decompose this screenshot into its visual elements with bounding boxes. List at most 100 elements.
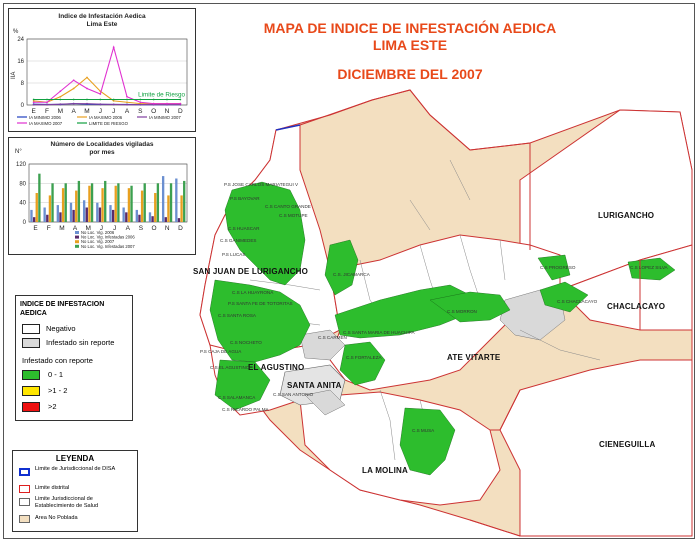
district-label-cieneguilla: CIENEGUILLA [599,440,656,449]
facility-label-lopez-silva: C.S LOPEZ SILVA [630,265,668,270]
bar [156,183,160,222]
line-chart-xtick: J [112,108,115,115]
map-date: DICIEMBRE DEL 2007 [337,66,483,82]
gray-zone-center [299,329,346,361]
bar [125,212,128,222]
green-zone-progreso [537,254,571,281]
facility-label-ricardo-palma: C.S RICARDO PALMA [222,407,269,412]
facility-label-san-antonio: C.S SAN ANTONIO [273,392,314,397]
line-point [46,103,48,106]
bar-legend-swatch [75,244,79,248]
bar [35,193,38,222]
map-subtitle: LIMA ESTE [372,37,448,53]
line-point [126,98,128,101]
bar [161,176,165,222]
green-zone-agustino [214,359,271,411]
line-legend-label: IA MAXIMO 2007 [29,121,63,126]
bar-legend-label: No Loc. Vig. 2006 [81,230,115,235]
bar [101,188,104,222]
bar-chart-title: Número de Localidades vigiladas por mes [50,141,154,156]
bar [61,188,65,222]
line-point [152,102,155,105]
bar [59,212,62,222]
green-zone-musa [399,407,456,476]
line-chart-xtick: F [45,108,49,115]
line-legend-label: IA MINIMO 2007 [149,115,181,120]
bar [104,180,107,222]
line-point [99,103,102,106]
line-point [59,95,62,98]
leyenda-disa: Limite de Jurisdiccional de DISA [35,466,116,472]
line-point [126,101,128,104]
line-point [72,79,75,82]
leyenda-no-poblada: Area No Poblada [35,515,78,521]
bar-chart-xtick: S [139,225,144,232]
bar [96,202,99,222]
facility-label-jicamarca: C.S. JICAMARCA [333,272,370,277]
green-zone-sjl-north [224,181,306,286]
line-chart-ytick: 16 [17,59,24,65]
line-chart-xtick: A [125,108,130,115]
legend-sin-reporte: Infestado sin reporte [46,338,115,347]
bar-legend-swatch [75,231,79,234]
la-molina-area [299,391,501,506]
line-point [32,103,35,106]
line-chart-unit: % [13,29,19,35]
facility-label-la-huayrona: C.S LA HUAYRONA [232,290,274,295]
swatch-distrital [19,485,30,493]
bar [148,212,152,222]
line-point [46,98,48,101]
bar-chart-ytick: 0 [23,220,27,226]
line-legend-label: IA MAXIMO 2006 [89,115,123,120]
bar-chart-xtick: J [113,225,116,232]
bar [140,190,144,222]
line-point [152,98,155,101]
facility-label-santa-rosa: C.S SANTA ROSA [218,313,256,318]
green-zone-fortaleza [339,341,386,386]
facility-label-mariategui: P.S JOSE CARLOS MARIATEGUI V [224,182,299,187]
line-chart: % IIA 0 8 16 24 E F M A M J J A S O N D Limite de Riesgo IA… [11,29,188,126]
line-chart-xtick: J [99,108,102,115]
facility-label-carmen: C.S CARMEN [318,335,347,340]
bar-chart-ytick: 120 [16,162,27,168]
bar [32,217,36,222]
green-zone-chaclacayo [539,281,589,313]
facility-label-chaclacayo: C.S CHACLACAYO [557,299,598,304]
district-label-lurigancho: LURIGANCHO [598,211,655,220]
legend-r3: >2 [48,402,57,411]
facility-label-nocheto: C.S NOCHETO [230,340,262,345]
legend-r1: 0 - 1 [48,370,64,379]
line-point [72,102,75,105]
facility-label-lucas: P.S LUCAS [222,252,246,257]
line-point [59,90,62,93]
facility-label-fortaleza: C.S FORTALEZA [346,355,382,360]
bar-chart-ytick: 40 [19,201,26,207]
bar-chart-xtick: A [73,225,78,232]
bar [127,188,131,222]
line-point [59,98,62,101]
bar-chart-xtick: J [100,225,103,232]
legend-negativo: Negativo [46,324,76,333]
green-zone-morron [429,291,511,323]
bar [114,185,117,222]
bar-chart-xtick: M [59,225,64,232]
line-point [59,103,62,106]
bar-chart-xtick: M [86,225,91,232]
line-point [126,95,128,98]
line-point [86,76,88,79]
bar [51,183,54,222]
line-series-3 [33,45,181,105]
district-label-ate: ATE VITARTE [447,353,501,362]
legend-con-reporte: Infestado con reporte [22,356,93,365]
map-title: MAPA DE INDICE DE INFESTACIÓN AEDICA [263,20,557,36]
bar [46,214,49,222]
facility-label-canto-grande: C.S CANTO GRANDE [265,204,311,209]
line-chart-xtick: N [165,108,170,115]
bar [82,200,86,222]
bar [180,195,183,222]
facility-label-huascar: C.S HUASCAR [228,226,260,231]
green-zone-jicamarca [324,239,359,296]
bar-chart-xtick: N [165,225,170,232]
line-point [32,101,35,104]
